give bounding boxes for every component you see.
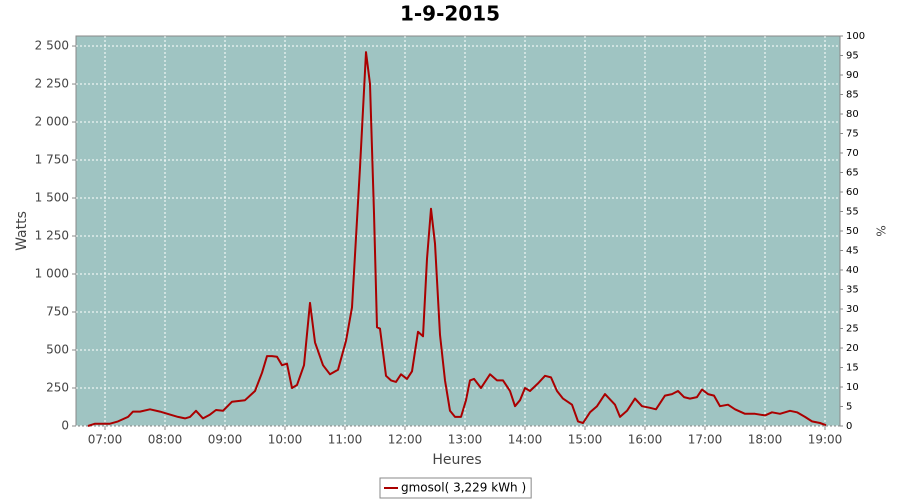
y2-tick-label: 55 [846, 207, 859, 218]
y-axis-label: Watts [14, 211, 30, 251]
y2-tick-label: 35 [846, 285, 859, 296]
plot-area [75, 35, 841, 427]
y-tick-label: 2 250 [35, 77, 69, 91]
series-line [87, 51, 827, 427]
y2-tick-label: 60 [846, 187, 859, 198]
y-tick-label: 1 500 [35, 191, 69, 205]
y2-tick-label: 95 [846, 51, 859, 62]
legend: gmosol( 3,229 kWh ) [379, 477, 532, 499]
y2-tick-label: 10 [846, 382, 859, 393]
x-tick-label: 18:00 [748, 433, 783, 447]
y2-tick-label: 80 [846, 109, 859, 120]
legend-box [379, 477, 532, 499]
y-tick-label: 2 000 [35, 115, 69, 129]
x-tick-label: 11:00 [328, 433, 363, 447]
x-tick-label: 08:00 [148, 433, 183, 447]
x-axis-label: Heures [432, 452, 481, 468]
x-tick-label: 16:00 [628, 433, 663, 447]
x-tick-label: 13:00 [448, 433, 483, 447]
y-tick-label: 500 [46, 343, 69, 357]
y2-tick-label: 75 [846, 129, 859, 140]
chart-title: 1-9-2015 [400, 2, 500, 26]
y-tick-label: 1 000 [35, 267, 69, 281]
x-tick-label: 17:00 [688, 433, 723, 447]
y2-tick-label: 85 [846, 90, 859, 101]
y-tick-label: 250 [46, 381, 69, 395]
y-tick-label: 1 250 [35, 229, 69, 243]
x-tick-label: 14:00 [508, 433, 543, 447]
legend-label: gmosol( 3,229 kWh ) [401, 481, 526, 495]
x-tick-label: 10:00 [268, 433, 303, 447]
y2-tick-label: 15 [846, 363, 859, 374]
x-tick-label: 19:00 [808, 433, 843, 447]
y2-tick-label: 65 [846, 168, 859, 179]
y-tick-label: 750 [46, 305, 69, 319]
y2-tick-label: 0 [846, 421, 852, 432]
y2-tick-label: 5 [846, 402, 852, 413]
y2-axis-label: % [874, 225, 888, 236]
y-tick-label: 2 500 [35, 39, 69, 53]
y2-tick-label: 100 [846, 31, 865, 42]
y-tick-label: 1 750 [35, 153, 69, 167]
y2-tick-label: 20 [846, 343, 859, 354]
x-tick-label: 07:00 [88, 433, 123, 447]
x-tick-label: 12:00 [388, 433, 423, 447]
y2-tick-label: 30 [846, 304, 859, 315]
y2-tick-label: 25 [846, 324, 859, 335]
y2-tick-label: 70 [846, 148, 859, 159]
x-tick-label: 09:00 [208, 433, 243, 447]
y2-tick-label: 50 [846, 226, 859, 237]
y-tick-label: 0 [61, 419, 69, 433]
y2-tick-label: 45 [846, 246, 859, 257]
y2-tick-label: 40 [846, 265, 859, 276]
y2-tick-label: 90 [846, 70, 859, 81]
x-tick-label: 15:00 [568, 433, 603, 447]
